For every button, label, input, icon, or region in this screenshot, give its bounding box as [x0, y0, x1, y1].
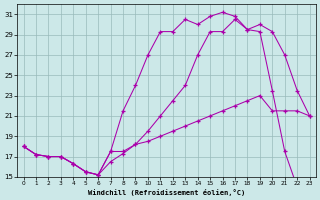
X-axis label: Windchill (Refroidissement éolien,°C): Windchill (Refroidissement éolien,°C)	[88, 189, 245, 196]
